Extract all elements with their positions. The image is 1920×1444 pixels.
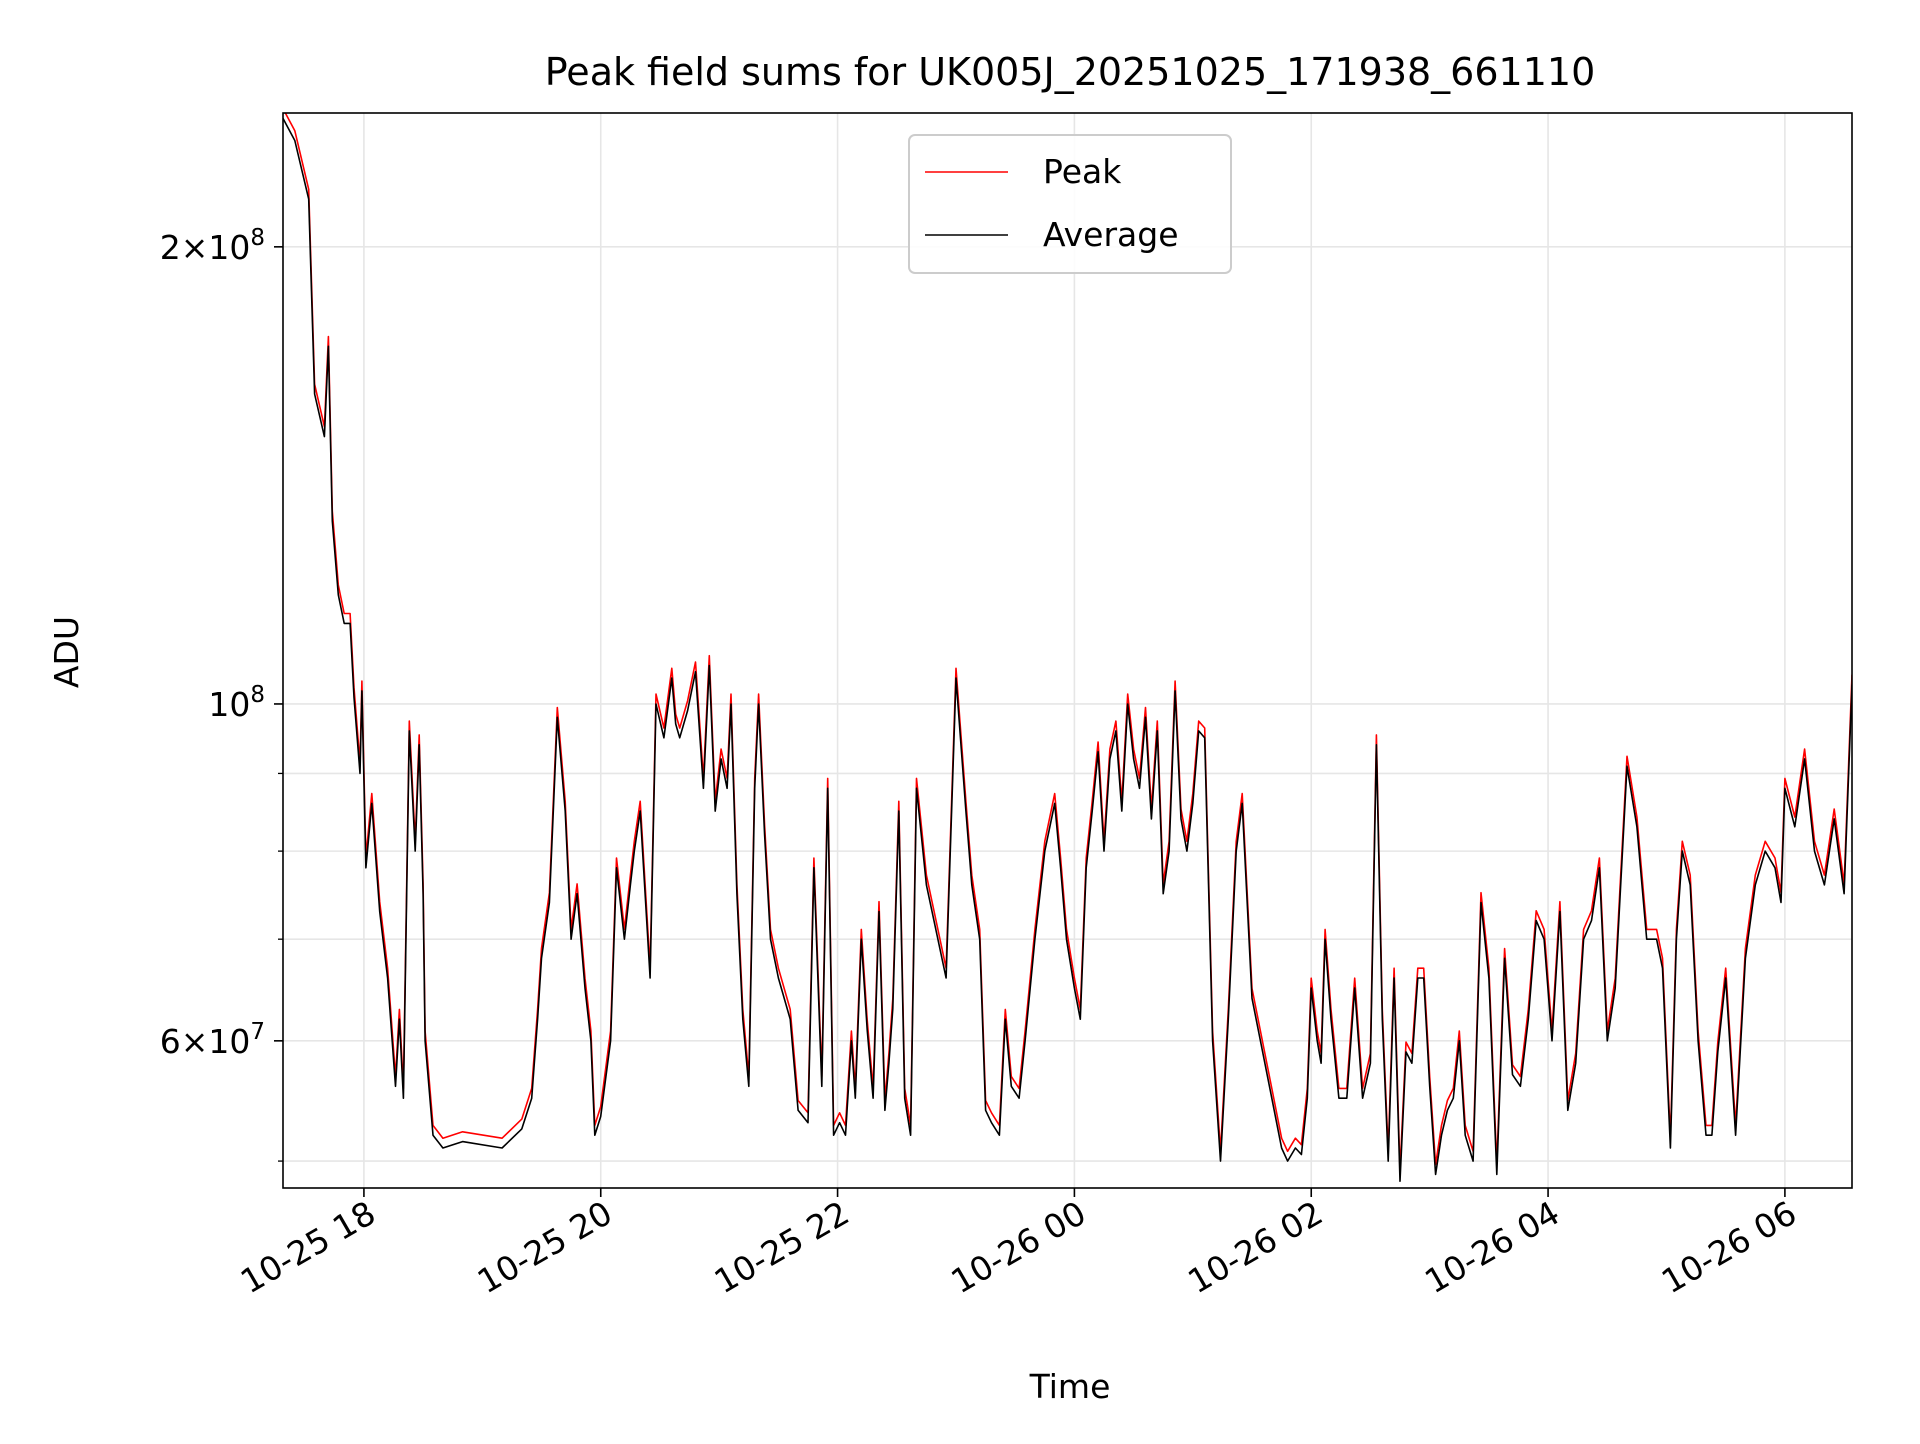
chart-title: Peak field sums for UK005J_20251025_1719…	[545, 50, 1596, 94]
x-tick-label: 10-25 20	[471, 1193, 619, 1301]
x-tick-label: 10-26 00	[944, 1193, 1092, 1301]
plot-frame	[282, 112, 1853, 1189]
series-layer	[283, 113, 1852, 1182]
x-tick-label: 10-26 02	[1181, 1193, 1329, 1301]
legend-peak-label: Peak	[1043, 152, 1122, 191]
y-tick-label: 6×107	[160, 1019, 265, 1061]
x-tick-label: 10-25 18	[234, 1193, 382, 1301]
legend: Peak Average	[908, 134, 1232, 274]
x-tick-label: 10-26 04	[1418, 1193, 1566, 1301]
y-tick-label: 2×108	[160, 225, 265, 267]
grid-layer	[283, 113, 1852, 1188]
y-tick-label: 108	[208, 682, 265, 724]
x-tick-label: 10-25 22	[708, 1193, 856, 1301]
legend-box	[908, 134, 1232, 274]
x-tick-label: 10-26 06	[1655, 1193, 1803, 1301]
axis-layer: 10-25 18 10-25 20 10-25 22 10-26 00 10-26 02…	[160, 225, 1803, 1301]
legend-average-label: Average	[1043, 215, 1179, 254]
y-axis-label: ADU	[47, 616, 86, 688]
series-line-average	[283, 118, 1852, 1182]
x-axis-label: Time	[1029, 1367, 1111, 1406]
